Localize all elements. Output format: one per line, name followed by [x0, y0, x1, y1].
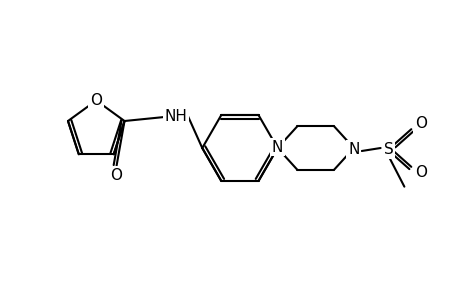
Text: N: N	[271, 140, 283, 154]
Text: O: O	[90, 93, 102, 108]
Text: NH: NH	[164, 109, 187, 124]
Text: N: N	[347, 142, 359, 157]
Text: O: O	[414, 116, 426, 131]
Text: O: O	[110, 168, 123, 183]
Text: O: O	[414, 165, 426, 180]
Text: S: S	[383, 142, 392, 158]
